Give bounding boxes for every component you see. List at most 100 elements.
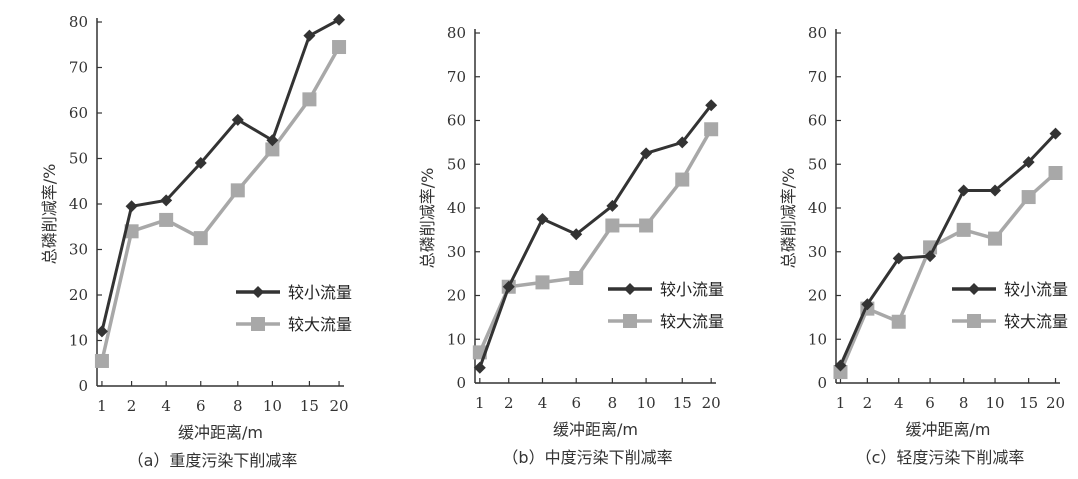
x-tick-label: 15 [1019, 394, 1038, 412]
data-point-square [569, 271, 584, 285]
data-point-square [704, 122, 719, 137]
y-tick-label: 10 [69, 332, 88, 350]
data-point-diamond [834, 359, 847, 372]
data-point-diamond [1022, 156, 1035, 169]
series-line-small-flow [839, 132, 1057, 367]
y-tick-label: 40 [447, 199, 466, 217]
data-point-diamond [570, 228, 583, 241]
data-point-diamond [266, 134, 279, 147]
legend-label: 较大流量 [1004, 312, 1068, 331]
y-tick-label: 60 [69, 104, 88, 122]
panel-caption: （a）重度污染下削减率 [128, 451, 298, 470]
x-tick-label: 8 [233, 397, 243, 415]
y-tick-label: 70 [808, 68, 827, 86]
data-point-square [193, 231, 208, 246]
data-point-diamond [924, 250, 937, 263]
y-tick-label: 30 [69, 241, 88, 259]
y-tick-label: 50 [69, 150, 88, 168]
legend-marker-diamond [968, 283, 980, 295]
series-line-small-flow [100, 18, 340, 332]
x-tick-label: 4 [894, 394, 904, 412]
chart-panel-1: 0 10 20 30 40 50 60 70 80 1 2 4 6 8 10 15 20 缓冲距离/m 总磷削减率/… [40, 13, 352, 470]
x-tick-label: 8 [608, 394, 618, 412]
y-tick-label: 60 [808, 112, 827, 130]
data-point-diamond [502, 280, 515, 293]
y-tick-label: 30 [447, 243, 466, 261]
data-point-square [124, 224, 139, 239]
y-tick-label: 20 [447, 287, 466, 305]
x-tick-label: 6 [571, 394, 581, 412]
data-point-diamond [957, 184, 970, 197]
data-point-diamond [160, 194, 173, 207]
data-point-diamond [640, 147, 653, 160]
x-tick-label: 15 [300, 397, 319, 415]
y-tick-label: 80 [69, 13, 88, 31]
data-point-square [265, 142, 280, 157]
legend-marker-diamond [252, 286, 264, 298]
chart-panel-2: 0 10 20 30 40 50 60 70 80 1 2 4 6 8 10 15 20 缓冲距离/m 总磷削减率/… [418, 24, 724, 467]
data-point-square [1048, 166, 1063, 180]
data-point-diamond [125, 200, 138, 213]
x-tick-label: 10 [985, 394, 1004, 412]
legend-marker-square [623, 314, 637, 328]
x-tick-label: 1 [97, 397, 107, 415]
legend-marker-square [251, 317, 265, 331]
x-tick-label: 10 [637, 394, 656, 412]
y-tick-label: 30 [808, 243, 827, 261]
y-tick-label: 10 [808, 330, 827, 348]
x-tick-label: 10 [263, 397, 282, 415]
x-tick-label: 4 [161, 397, 171, 415]
x-tick-label: 1 [836, 394, 846, 412]
x-tick-label: 15 [673, 394, 692, 412]
data-point-diamond [676, 136, 689, 149]
legend-label: 较大流量 [288, 315, 352, 334]
data-point-diamond [1049, 127, 1062, 140]
x-tick-label: 6 [925, 394, 935, 412]
y-tick-label: 10 [447, 330, 466, 348]
y-tick-label: 40 [69, 195, 88, 213]
x-tick-label: 20 [330, 397, 349, 415]
x-tick-label: 4 [538, 394, 548, 412]
y-tick-label: 50 [447, 155, 466, 173]
data-point-square [639, 218, 654, 233]
data-point-square [1021, 190, 1036, 205]
data-point-square [675, 172, 690, 187]
x-tick-label: 20 [1046, 394, 1065, 412]
x-tick-label: 2 [127, 397, 137, 415]
data-point-diamond [892, 252, 905, 265]
x-axis-title: 缓冲距离/m [553, 420, 638, 439]
x-tick-label: 6 [196, 397, 206, 415]
x-tick-label: 20 [702, 394, 721, 412]
y-axis-title: 总磷削减率/% [40, 164, 59, 265]
x-tick-label: 2 [863, 394, 873, 412]
data-point-diamond [95, 325, 108, 338]
legend-marker-square [967, 314, 981, 328]
data-point-square [956, 222, 971, 237]
y-tick-label: 20 [69, 286, 88, 304]
data-point-diamond [473, 361, 486, 374]
x-tick-label: 1 [475, 394, 485, 412]
x-tick-label: 2 [504, 394, 514, 412]
data-point-square [159, 212, 174, 227]
x-axis-title: 缓冲距离/m [178, 423, 263, 442]
legend-marker-diamond [624, 283, 636, 295]
data-point-square [891, 314, 906, 329]
data-point-square [605, 218, 620, 233]
data-point-diamond [861, 298, 874, 311]
data-point-diamond [333, 13, 346, 26]
y-tick-label: 60 [447, 112, 466, 130]
panel-caption: （b）中度污染下削减率 [502, 448, 672, 467]
legend-label: 较小流量 [288, 283, 352, 302]
y-tick-label: 80 [447, 24, 466, 42]
data-point-diamond [231, 113, 244, 126]
data-point-square [94, 353, 109, 368]
y-tick-label: 50 [808, 155, 827, 173]
panel-caption: （c）轻度污染下削减率 [856, 448, 1025, 467]
y-tick-label: 0 [456, 374, 466, 392]
data-point-square [535, 275, 550, 290]
legend-label: 较小流量 [1004, 280, 1068, 299]
data-point-square [302, 92, 317, 107]
y-tick-label: 0 [817, 374, 827, 392]
data-point-diamond [536, 212, 549, 225]
